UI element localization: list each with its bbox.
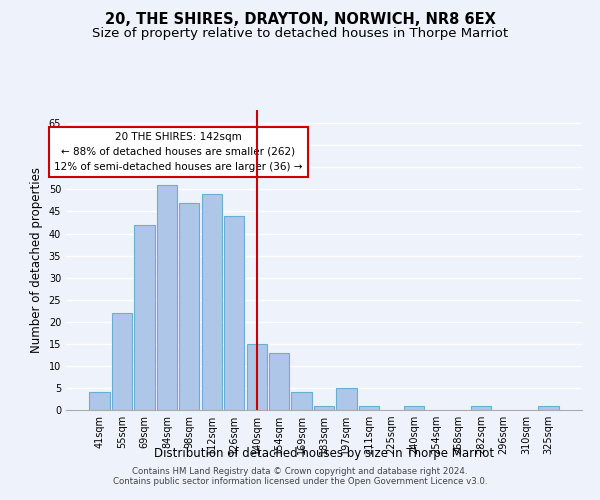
Y-axis label: Number of detached properties: Number of detached properties [30, 167, 43, 353]
Text: Contains HM Land Registry data © Crown copyright and database right 2024.: Contains HM Land Registry data © Crown c… [132, 467, 468, 476]
Text: Contains public sector information licensed under the Open Government Licence v3: Contains public sector information licen… [113, 477, 487, 486]
Bar [224, 216, 244, 410]
Bar [314, 406, 334, 410]
Bar [202, 194, 222, 410]
Bar [404, 406, 424, 410]
Text: Distribution of detached houses by size in Thorpe Marriot: Distribution of detached houses by size … [154, 448, 494, 460]
Text: 20, THE SHIRES, DRAYTON, NORWICH, NR8 6EX: 20, THE SHIRES, DRAYTON, NORWICH, NR8 6E… [104, 12, 496, 28]
Text: 20 THE SHIRES: 142sqm
← 88% of detached houses are smaller (262)
12% of semi-det: 20 THE SHIRES: 142sqm ← 88% of detached … [54, 132, 302, 172]
Bar [471, 406, 491, 410]
Bar [112, 313, 132, 410]
Bar [292, 392, 311, 410]
Text: Size of property relative to detached houses in Thorpe Marriot: Size of property relative to detached ho… [92, 28, 508, 40]
Bar [538, 406, 559, 410]
Bar [134, 224, 155, 410]
Bar [157, 185, 177, 410]
Bar [179, 202, 199, 410]
Bar [247, 344, 267, 410]
Bar [337, 388, 356, 410]
Bar [269, 352, 289, 410]
Bar [89, 392, 110, 410]
Bar [359, 406, 379, 410]
